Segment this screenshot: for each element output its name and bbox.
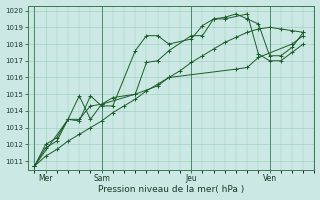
- X-axis label: Pression niveau de la mer( hPa ): Pression niveau de la mer( hPa ): [98, 185, 244, 194]
